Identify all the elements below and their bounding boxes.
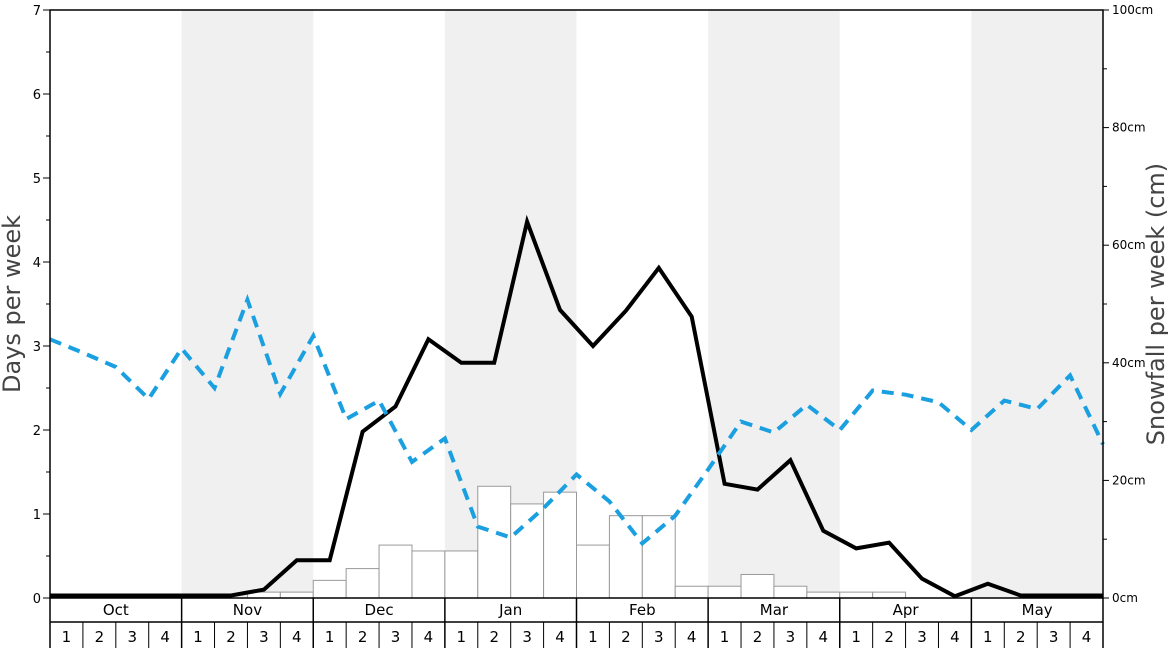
snowfall-bar [806, 591, 841, 599]
dashed-line-series [49, 293, 1105, 547]
snowfall-bar [740, 573, 775, 599]
week-label: 2 [489, 628, 499, 646]
right-tick-label: 80cm [1112, 121, 1146, 135]
snowfall-bar [773, 585, 808, 599]
week-label: 4 [555, 628, 565, 646]
left-axis: 0 1 2 3 4 5 6 7 [33, 4, 50, 607]
snowfall-bar [477, 485, 512, 599]
week-label: 4 [1082, 628, 1092, 646]
week-label: 4 [950, 628, 960, 646]
week-label: 2 [226, 628, 236, 646]
x-axis-table: Oct 1 2 3 4 Nov 1 2 3 4 Dec 1 2 3 4 Jan 1 2 3 4 Feb 1 2 3 4 Mar 1 2… [49, 598, 1104, 648]
month-label-mar: Mar [760, 601, 789, 619]
right-axis: 0cm 20cm 40cm 60cm 80cm 100cm [1103, 3, 1153, 605]
week-label: 2 [1016, 628, 1026, 646]
week-label: 2 [884, 628, 894, 646]
week-label: 1 [851, 628, 861, 646]
left-tick-label: 0 [33, 592, 41, 607]
snowfall-bar [543, 491, 577, 599]
week-label: 4 [819, 628, 829, 646]
week-label: 1 [193, 628, 203, 646]
y-axis-left-title: Days per week [0, 215, 26, 393]
week-label: 4 [160, 628, 170, 646]
month-band-mar [708, 10, 840, 598]
left-tick-label: 5 [33, 172, 41, 187]
snowfall-bar [378, 544, 413, 599]
snowfall-bar [576, 544, 610, 599]
snowfall-bar [608, 515, 643, 599]
left-tick-label: 6 [33, 88, 41, 103]
week-label: 4 [424, 628, 434, 646]
month-bands [181, 10, 1103, 598]
week-label: 2 [753, 628, 763, 646]
week-label: 3 [917, 628, 927, 646]
snowfall-bar [674, 585, 709, 599]
week-label: 1 [983, 628, 993, 646]
right-tick-label: 60cm [1112, 238, 1146, 252]
week-label: 3 [391, 628, 401, 646]
week-label: 2 [95, 628, 105, 646]
week-label: 2 [621, 628, 631, 646]
snowfall-bar [444, 550, 479, 599]
snowfall-bar [312, 579, 347, 599]
week-label: 3 [1049, 628, 1059, 646]
left-tick-label: 4 [33, 256, 41, 271]
y-axis-right-title: Snowfall per week (cm) [1142, 163, 1168, 445]
snowfall-bar [345, 568, 380, 599]
right-tick-label: 20cm [1112, 473, 1146, 487]
week-label: 4 [687, 628, 697, 646]
month-label-apr: Apr [893, 601, 920, 619]
snowfall-bar [872, 591, 907, 599]
solid-line-series [50, 214, 1103, 599]
week-label: 1 [62, 628, 72, 646]
week-label: 1 [588, 628, 598, 646]
month-label-jan: Jan [498, 601, 522, 619]
snowfall-bars [246, 485, 907, 599]
left-tick-label: 1 [33, 508, 41, 523]
snowfall-bar [707, 585, 742, 599]
week-label: 3 [127, 628, 137, 646]
week-label: 3 [522, 628, 532, 646]
snowfall-bar [411, 550, 446, 599]
right-tick-label: 100cm [1112, 3, 1153, 17]
right-tick-label: 40cm [1112, 356, 1146, 370]
left-tick-label: 3 [33, 340, 41, 355]
left-tick-label: 7 [33, 4, 41, 19]
month-label-nov: Nov [233, 601, 262, 619]
week-label: 4 [292, 628, 302, 646]
week-label: 3 [786, 628, 796, 646]
week-label: 2 [358, 628, 368, 646]
month-label-dec: Dec [365, 601, 394, 619]
snowfall-bar [510, 503, 545, 599]
month-label-may: May [1022, 601, 1053, 619]
snowfall-bar [279, 591, 314, 599]
week-label: 1 [457, 628, 467, 646]
week-label: 1 [720, 628, 730, 646]
month-label-oct: Oct [103, 601, 129, 619]
series-lines [49, 214, 1105, 599]
week-label: 3 [654, 628, 664, 646]
right-tick-label: 0cm [1112, 591, 1138, 605]
week-label: 1 [325, 628, 335, 646]
left-tick-label: 2 [33, 424, 41, 439]
month-label-feb: Feb [629, 601, 656, 619]
week-label: 3 [259, 628, 269, 646]
month-band-may [971, 10, 1103, 598]
snowfall-bar [839, 591, 874, 599]
